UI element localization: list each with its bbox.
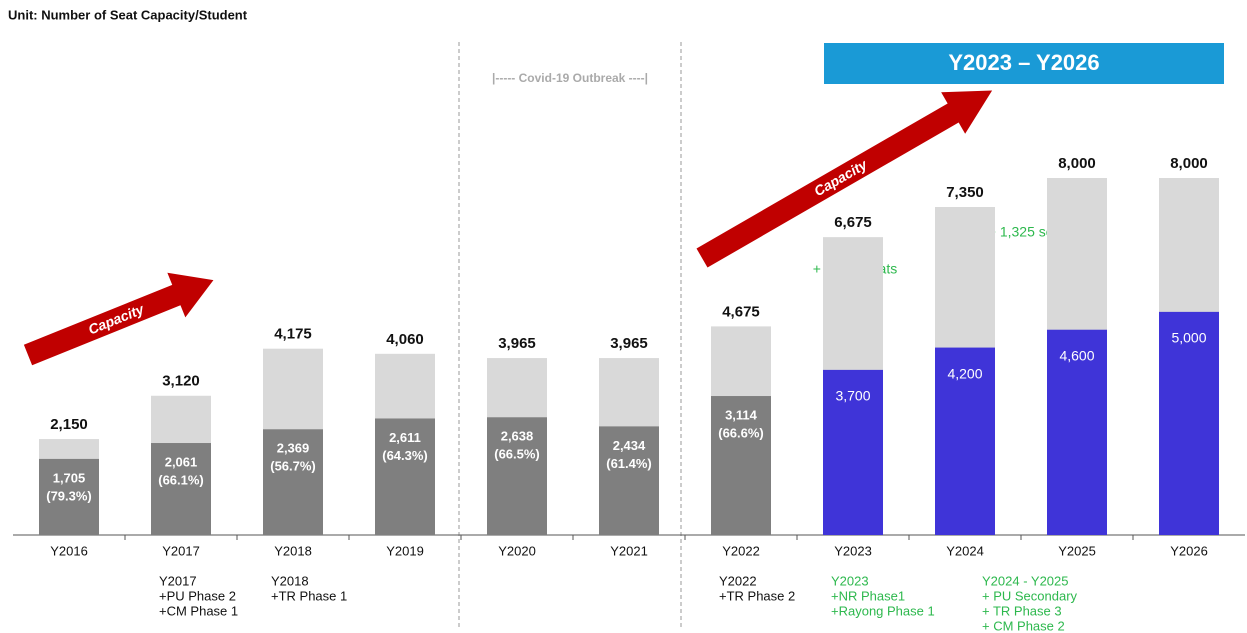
student-bar <box>1047 329 1107 535</box>
note: +TR Phase 2 <box>719 588 795 603</box>
student-bar <box>935 347 995 535</box>
student-label: (61.4%) <box>606 456 652 471</box>
capacity-label: 3,965 <box>610 335 648 352</box>
student-label: 3,700 <box>835 388 870 404</box>
note: Y2023 <box>831 573 869 588</box>
x-tick-label: Y2019 <box>386 543 424 558</box>
student-bar <box>375 418 435 535</box>
student-bar <box>1159 311 1219 535</box>
x-tick-label: Y2017 <box>162 543 200 558</box>
student-label: 2,434 <box>613 438 646 453</box>
student-label: 4,600 <box>1059 347 1094 363</box>
x-tick-label: Y2025 <box>1058 543 1096 558</box>
student-label: (64.3%) <box>382 448 428 463</box>
student-label: (79.3%) <box>46 488 92 503</box>
capacity-label: 4,675 <box>722 303 760 320</box>
x-tick-label: Y2026 <box>1170 543 1208 558</box>
capacity-label: 3,120 <box>162 373 200 390</box>
student-bar <box>39 458 99 535</box>
x-tick-label: Y2022 <box>722 543 760 558</box>
x-tick-label: Y2023 <box>834 543 872 558</box>
x-tick-label: Y2021 <box>610 543 648 558</box>
student-bar <box>823 369 883 535</box>
x-tick-label: Y2020 <box>498 543 536 558</box>
student-label: 2,611 <box>389 430 421 445</box>
student-label: 2,638 <box>501 429 534 444</box>
banner-text: Y2023 – Y2026 <box>948 50 1099 75</box>
capacity-arrow: Capacity <box>23 272 214 366</box>
capacity-label: 4,175 <box>274 326 312 343</box>
note: +TR Phase 1 <box>271 588 347 603</box>
student-label: (66.1%) <box>158 472 204 487</box>
student-bar <box>263 429 323 535</box>
capacity-label: 4,060 <box>386 331 424 348</box>
note: +CM Phase 1 <box>159 603 238 618</box>
student-label: 3,114 <box>725 407 758 422</box>
x-tick-label: Y2024 <box>946 543 984 558</box>
student-label: (56.7%) <box>270 459 316 474</box>
banner <box>824 43 1224 84</box>
note: +NR Phase1 <box>831 588 905 603</box>
capacity-label: 8,000 <box>1170 155 1208 172</box>
capacity-label: 8,000 <box>1058 155 1096 172</box>
note: Y2018 <box>271 573 309 588</box>
student-label: 5,000 <box>1171 330 1206 346</box>
note: Y2024 - Y2025 <box>982 573 1069 588</box>
student-bar <box>487 417 547 535</box>
student-label: (66.6%) <box>718 425 764 440</box>
note: + TR Phase 3 <box>982 603 1062 618</box>
student-label: 2,369 <box>277 441 310 456</box>
note: + CM Phase 2 <box>982 618 1065 633</box>
student-bar <box>711 396 771 535</box>
student-label: 1,705 <box>53 470 86 485</box>
x-tick-label: Y2018 <box>274 543 312 558</box>
note: Y2017 <box>159 573 197 588</box>
capacity-label: 6,675 <box>834 214 872 231</box>
note: Y2022 <box>719 573 757 588</box>
covid-label: |----- Covid-19 Outbreak ----| <box>492 71 648 85</box>
student-label: (66.5%) <box>494 447 540 462</box>
capacity-label: 2,150 <box>50 416 88 433</box>
capacity-label: 3,965 <box>498 335 536 352</box>
unit-title: Unit: Number of Seat Capacity/Student <box>8 7 248 22</box>
student-label: 4,200 <box>947 365 982 381</box>
student-bar <box>599 426 659 535</box>
note: + PU Secondary <box>982 588 1078 603</box>
capacity-label: 7,350 <box>946 184 984 201</box>
note: +Rayong Phase 1 <box>831 603 935 618</box>
x-tick-label: Y2016 <box>50 543 88 558</box>
student-bar <box>151 443 211 535</box>
note: +PU Phase 2 <box>159 588 236 603</box>
student-label: 2,061 <box>165 454 198 469</box>
